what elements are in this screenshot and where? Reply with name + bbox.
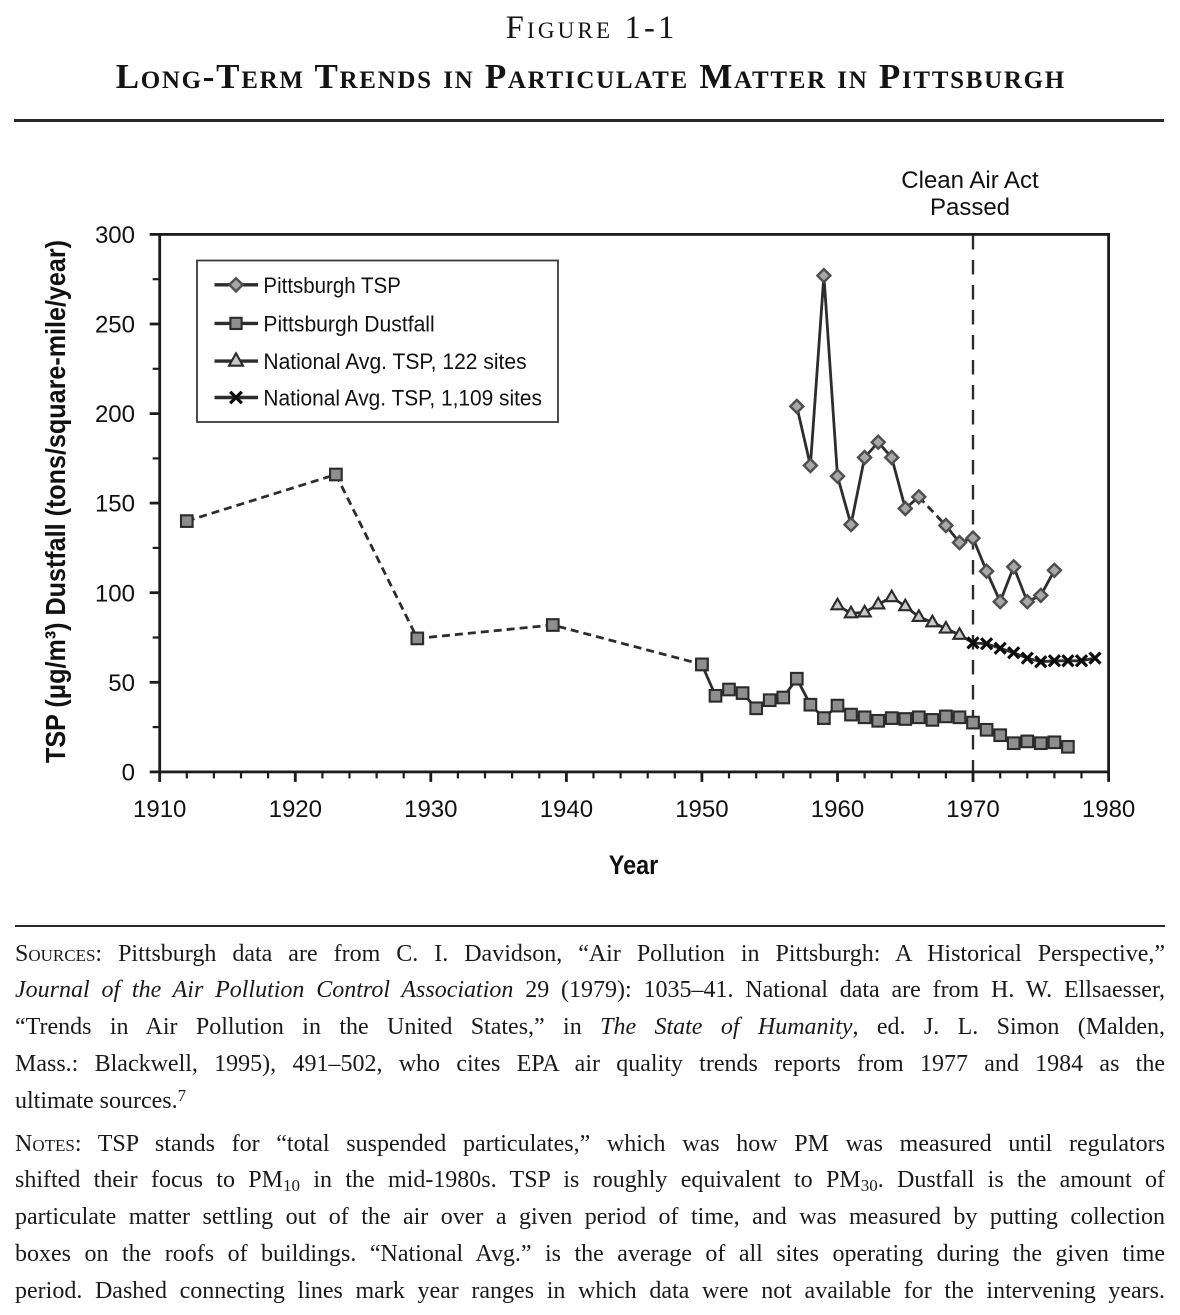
svg-text:1920: 1920 [269, 796, 322, 823]
svg-text:50: 50 [108, 670, 135, 697]
svg-text:150: 150 [95, 491, 135, 518]
svg-text:Pittsburgh Dustfall: Pittsburgh Dustfall [263, 311, 434, 336]
svg-text:National Avg. TSP, 122 sites: National Avg. TSP, 122 sites [263, 349, 526, 374]
svg-text:1970: 1970 [946, 796, 999, 823]
svg-text:300: 300 [95, 222, 135, 249]
svg-text:National Avg. TSP, 1,109 sites: National Avg. TSP, 1,109 sites [263, 386, 542, 411]
svg-text:0: 0 [122, 760, 135, 787]
svg-text:1930: 1930 [404, 796, 457, 823]
svg-text:100: 100 [95, 580, 135, 607]
svg-text:Passed: Passed [930, 194, 1010, 221]
svg-text:Pittsburgh TSP: Pittsburgh TSP [263, 273, 401, 298]
svg-text:1960: 1960 [811, 796, 864, 823]
svg-text:1910: 1910 [133, 796, 186, 823]
svg-text:1950: 1950 [675, 796, 728, 823]
svg-text:200: 200 [95, 401, 135, 428]
svg-text:1940: 1940 [540, 796, 593, 823]
svg-text:Clean Air Act: Clean Air Act [901, 167, 1039, 194]
svg-text:Year: Year [609, 850, 659, 880]
svg-text:250: 250 [95, 312, 135, 339]
svg-text:1980: 1980 [1082, 796, 1135, 823]
svg-text:TSP (μg/m³) Dustfall (tons/squ: TSP (μg/m³) Dustfall (tons/square-mile/y… [40, 240, 71, 763]
